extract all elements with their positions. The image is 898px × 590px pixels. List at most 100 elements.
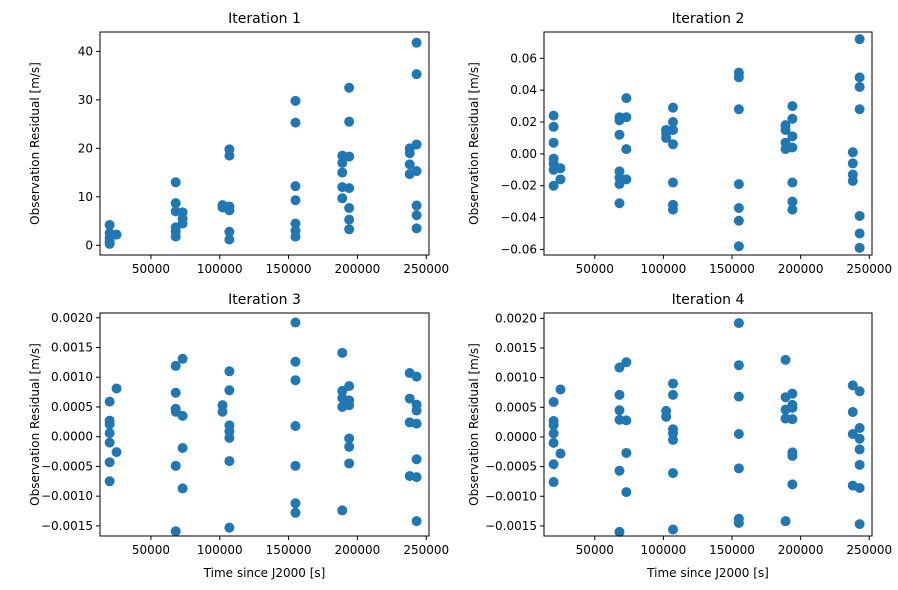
y-tick-label: 0.0015 bbox=[51, 340, 93, 354]
data-point bbox=[290, 95, 301, 106]
x-tick-label: 100000 bbox=[640, 262, 686, 276]
data-point bbox=[780, 354, 791, 365]
y-tick-label: 0.0005 bbox=[51, 400, 93, 414]
x-tick-label: 100000 bbox=[197, 543, 243, 557]
chart-title: Iteration 3 bbox=[228, 292, 301, 308]
x-tick-label: 250000 bbox=[403, 543, 449, 557]
data-point bbox=[337, 347, 348, 358]
x-tick-label: 100000 bbox=[197, 262, 243, 276]
data-point bbox=[733, 179, 744, 190]
y-tick-label: 0.0020 bbox=[51, 311, 93, 325]
data-point bbox=[854, 444, 865, 455]
x-tick-label: 150000 bbox=[709, 262, 755, 276]
data-point bbox=[668, 468, 678, 479]
data-point bbox=[787, 142, 798, 153]
y-tick-label: −0.02 bbox=[500, 179, 537, 193]
data-point bbox=[780, 124, 791, 135]
data-point bbox=[847, 407, 858, 418]
data-point bbox=[854, 34, 865, 45]
data-point bbox=[614, 198, 625, 209]
data-point bbox=[344, 381, 355, 392]
data-point bbox=[548, 121, 559, 132]
data-point bbox=[344, 400, 355, 411]
y-tick-label: −0.0010 bbox=[41, 489, 93, 503]
data-point bbox=[555, 163, 566, 174]
data-point bbox=[787, 388, 798, 399]
x-tick-label: 250000 bbox=[403, 262, 449, 276]
data-point bbox=[787, 131, 798, 142]
data-point bbox=[668, 204, 678, 215]
data-point bbox=[344, 82, 355, 93]
data-point bbox=[548, 459, 559, 470]
data-point bbox=[854, 459, 865, 470]
data-point bbox=[411, 371, 422, 382]
data-point bbox=[411, 472, 422, 483]
data-point bbox=[555, 384, 566, 395]
data-point bbox=[411, 418, 422, 429]
x-tick-label: 150000 bbox=[709, 543, 755, 557]
data-point bbox=[555, 174, 566, 185]
data-point bbox=[854, 210, 865, 221]
y-tick-label: −0.0005 bbox=[485, 460, 537, 474]
data-point bbox=[548, 110, 559, 121]
x-tick-label: 100000 bbox=[640, 543, 686, 557]
chart-panel-2: 50000 100000 150000 200000 250000 −0.06 −0.04 −… bbox=[467, 11, 892, 276]
y-axis-label: Observation Residual [m/s] bbox=[28, 62, 42, 225]
chart-panel-3: 50000 100000 150000 200000 250000 −0.0015 −0.0… bbox=[28, 292, 449, 580]
data-point bbox=[411, 405, 422, 416]
data-point bbox=[170, 231, 181, 242]
data-point bbox=[290, 231, 301, 242]
data-point bbox=[344, 183, 355, 194]
data-point bbox=[411, 166, 422, 177]
data-point bbox=[787, 450, 798, 461]
x-tick-label: 150000 bbox=[266, 262, 312, 276]
data-point bbox=[854, 228, 865, 239]
data-point bbox=[290, 460, 301, 471]
plot-frame bbox=[99, 312, 430, 537]
y-tick-label: 0.0010 bbox=[495, 371, 537, 385]
data-point bbox=[614, 129, 625, 140]
y-tick-label: −0.04 bbox=[500, 211, 537, 225]
data-point bbox=[290, 218, 301, 229]
x-tick-label: 200000 bbox=[335, 543, 381, 557]
data-point bbox=[787, 414, 798, 425]
data-point bbox=[854, 104, 865, 115]
data-point bbox=[621, 112, 632, 123]
x-tick-label: 200000 bbox=[778, 262, 824, 276]
data-point bbox=[614, 362, 625, 373]
data-point bbox=[787, 177, 798, 188]
data-point bbox=[614, 389, 625, 400]
y-axis-label: Observation Residual [m/s] bbox=[467, 62, 481, 225]
y-axis-label: Observation Residual [m/s] bbox=[28, 343, 42, 506]
data-point bbox=[854, 519, 865, 530]
data-point bbox=[344, 441, 355, 452]
data-point bbox=[224, 150, 235, 161]
chart-title: Iteration 4 bbox=[672, 292, 745, 308]
data-point bbox=[290, 420, 301, 431]
data-point bbox=[780, 516, 791, 527]
data-point bbox=[411, 210, 422, 221]
data-point bbox=[548, 420, 559, 431]
y-tick-label: −0.0005 bbox=[41, 459, 93, 473]
y-tick-label: 0.0010 bbox=[51, 370, 93, 384]
data-point bbox=[548, 428, 559, 439]
data-point bbox=[177, 442, 188, 453]
data-point bbox=[224, 205, 235, 216]
data-point bbox=[854, 81, 865, 92]
y-axis-label: Observation Residual [m/s] bbox=[467, 343, 481, 506]
y-tick-label: 0.0015 bbox=[495, 341, 537, 355]
data-point bbox=[548, 437, 559, 448]
data-point bbox=[217, 406, 228, 417]
chart-panel-1: 50000 100000 150000 200000 250000 0 10 20 30 40 It… bbox=[28, 11, 449, 276]
data-point bbox=[170, 460, 181, 471]
data-point bbox=[177, 353, 188, 364]
data-point bbox=[854, 482, 865, 493]
y-tick-label: 20 bbox=[78, 141, 93, 155]
data-point bbox=[411, 454, 422, 465]
data-point bbox=[344, 202, 355, 213]
data-point bbox=[224, 432, 235, 443]
data-point bbox=[661, 132, 672, 143]
x-tick-label: 200000 bbox=[778, 543, 824, 557]
data-point bbox=[104, 219, 115, 230]
data-point bbox=[548, 180, 559, 191]
